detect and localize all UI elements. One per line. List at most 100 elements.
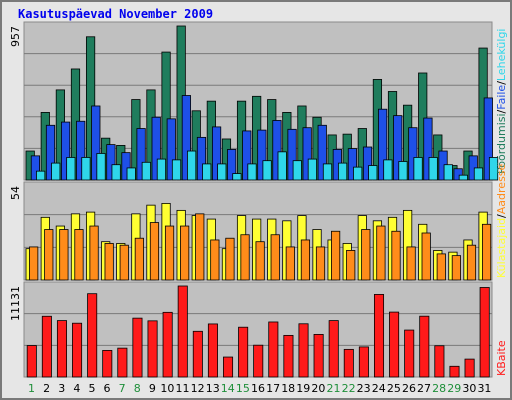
visits_panel-bar-Aadresse-day-22 <box>346 250 356 281</box>
kbytes_panel-bar-KBaite-day-29 <box>449 365 460 378</box>
visits_panel-bar-Aadresse-day-4 <box>74 229 84 281</box>
kbytes_panel-bar-KBaite-day-1 <box>26 345 37 378</box>
kbytes_panel-bar-KBaite-day-28 <box>434 345 445 378</box>
visits_panel-bar-Aadresse-day-16 <box>255 241 265 281</box>
kbytes_panel-bar-KBaite-day-10 <box>162 311 173 378</box>
hits_panel-bar-Lehekülgi-day-18 <box>292 160 302 181</box>
hits_panel-bar-Lehekülgi-day-11 <box>187 150 197 181</box>
x-tick-label-day-4: 4 <box>73 382 80 395</box>
hits_panel-bar-Faile-day-26 <box>408 127 418 181</box>
x-tick-label-day-17: 17 <box>266 382 280 395</box>
x-tick-label-day-18: 18 <box>281 382 295 395</box>
hits_panel-bar-Faile-day-13 <box>211 126 222 181</box>
kbytes_panel-bar-KBaite-day-17 <box>268 321 279 378</box>
visits_panel-bar-Aadresse-day-31 <box>481 223 492 281</box>
kbytes_panel-bar-KBaite-day-15 <box>238 326 249 378</box>
legend-top-panel-entry: / <box>495 81 508 85</box>
kbytes_panel-bar-KBaite-day-22 <box>343 348 354 378</box>
x-tick-label-day-13: 13 <box>206 382 220 395</box>
kbytes_panel-bar-KBaite-day-6 <box>102 350 113 378</box>
legend-top-panel-entry: / <box>495 109 508 113</box>
hits_panel-bar-Lehekülgi-day-12 <box>202 163 212 181</box>
visits_panel-bar-Aadresse-day-18 <box>285 246 295 281</box>
hits_panel-bar-Faile-day-22 <box>347 148 358 181</box>
hits_panel-bar-Faile-day-8 <box>136 128 146 181</box>
hits_panel-bar-Faile-day-4 <box>76 120 86 181</box>
legend-top-panel-entry: Faile <box>495 85 508 110</box>
x-tick-label-day-7: 7 <box>119 382 126 395</box>
visits_panel-bar-Aadresse-day-10 <box>164 225 175 281</box>
x-tick-label-day-15: 15 <box>236 382 250 395</box>
x-tick-label-day-27: 27 <box>417 382 431 395</box>
x-tick-label-day-9: 9 <box>149 382 156 395</box>
visits_panel-bar-Aadresse-day-2 <box>44 229 54 281</box>
hits_panel-bar-Lehekülgi-day-17 <box>277 151 287 181</box>
hits_panel-bar-Faile-day-1 <box>30 155 41 181</box>
hits_panel-ymax-label: 957 <box>9 26 22 47</box>
visits_panel-bar-Aadresse-day-8 <box>134 237 144 281</box>
hits_panel-bar-Faile-day-14 <box>227 149 237 181</box>
visits_panel-bar-Aadresse-day-30 <box>466 244 477 281</box>
hits_panel-bar-Faile-day-6 <box>106 144 116 181</box>
kbytes_panel-bar-KBaite-day-30 <box>464 358 475 378</box>
hits_panel-bar-Faile-day-7 <box>121 152 131 181</box>
x-tick-label-day-28: 28 <box>432 382 446 395</box>
hits_panel-bar-Lehekülgi-day-7 <box>126 167 136 181</box>
visits_panel-bar-Aadresse-day-24 <box>376 225 386 281</box>
x-tick-label-day-31: 31 <box>477 382 491 395</box>
visits_panel-bar-Aadresse-day-28 <box>436 253 446 281</box>
hits_panel-bar-Faile-day-31 <box>483 97 493 181</box>
hits_panel-bar-Faile-day-24 <box>378 108 388 181</box>
legend-middle-panel: Külastajaid/Aadresse <box>495 163 508 278</box>
hits_panel-bar-Lehekülgi-day-3 <box>66 157 76 181</box>
hits_panel-bar-Faile-day-16 <box>257 129 267 181</box>
visits_panel-bar-Aadresse-day-20 <box>315 246 326 281</box>
hits_panel-bar-Lehekülgi-day-9 <box>156 158 167 181</box>
kbytes_panel-bar-KBaite-day-18 <box>283 334 294 378</box>
x-tick-label-day-3: 3 <box>58 382 65 395</box>
hits_panel-bar-Pöördumisi-day-10 <box>161 51 171 181</box>
hits_panel-bar-Lehekülgi-day-14 <box>232 173 242 181</box>
hits_panel-bar-Lehekülgi-day-28 <box>443 164 453 181</box>
visits_panel-bar-Aadresse-day-7 <box>119 244 129 281</box>
visits_panel-bar-Aadresse-day-3 <box>59 229 69 281</box>
legend-top-panel-entry: Lehekülgi <box>495 29 508 82</box>
chart-title: Kasutuspäevad November 2009 <box>18 7 214 21</box>
x-tick-label-day-19: 19 <box>296 382 310 395</box>
x-tick-label-day-22: 22 <box>342 382 356 395</box>
kbytes_panel-bar-KBaite-day-27 <box>419 315 430 378</box>
kbytes_panel-bar-KBaite-day-3 <box>56 320 67 378</box>
x-tick-label-day-30: 30 <box>462 382 476 395</box>
kbytes_panel-bar-KBaite-day-2 <box>41 315 52 378</box>
kbytes_panel-bar-KBaite-day-5 <box>87 293 98 378</box>
hits_panel-bar-Lehekülgi-day-6 <box>111 164 121 181</box>
visits_panel-bar-Aadresse-day-1 <box>29 246 39 281</box>
kbytes_panel-bar-KBaite-day-4 <box>72 322 83 378</box>
visits_panel-bar-Aadresse-day-13 <box>210 239 220 281</box>
hits_panel-bar-Lehekülgi-day-20 <box>322 163 333 181</box>
visits_panel-bar-Aadresse-day-12 <box>195 213 205 281</box>
x-tick-label-day-10: 10 <box>160 382 174 395</box>
hits_panel-bar-Lehekülgi-day-27 <box>428 157 438 181</box>
visits_panel-bar-Aadresse-day-14 <box>225 237 235 281</box>
hits_panel-bar-Lehekülgi-day-4 <box>81 157 91 181</box>
hits_panel-bar-Lehekülgi-day-8 <box>141 161 151 181</box>
x-tick-label-day-24: 24 <box>372 382 386 395</box>
visits_panel-bar-Aadresse-day-26 <box>406 246 416 281</box>
kbytes_panel-bar-KBaite-day-12 <box>192 330 203 378</box>
hits_panel-bar-Lehekülgi-day-26 <box>413 157 423 181</box>
kbytes_panel-ymax-label: 11131 <box>9 286 22 321</box>
kbytes_panel-bar-KBaite-day-14 <box>223 356 234 378</box>
hits_panel-bar-Lehekülgi-day-15 <box>247 163 257 181</box>
kbytes_panel-bar-KBaite-day-23 <box>358 346 369 378</box>
hits_panel-bar-Faile-day-5 <box>91 105 101 181</box>
legend-middle-panel-entry: Külastajaid <box>495 218 508 278</box>
hits_panel-bar-Lehekülgi-day-24 <box>383 159 393 181</box>
hits_panel-bar-Lehekülgi-day-30 <box>473 167 484 181</box>
visits_panel-bar-Aadresse-day-5 <box>89 225 99 281</box>
x-tick-label-day-1: 1 <box>28 382 35 395</box>
kbytes_panel-bar-KBaite-day-9 <box>147 320 158 378</box>
visits_panel-bar-Aadresse-day-6 <box>104 243 114 281</box>
